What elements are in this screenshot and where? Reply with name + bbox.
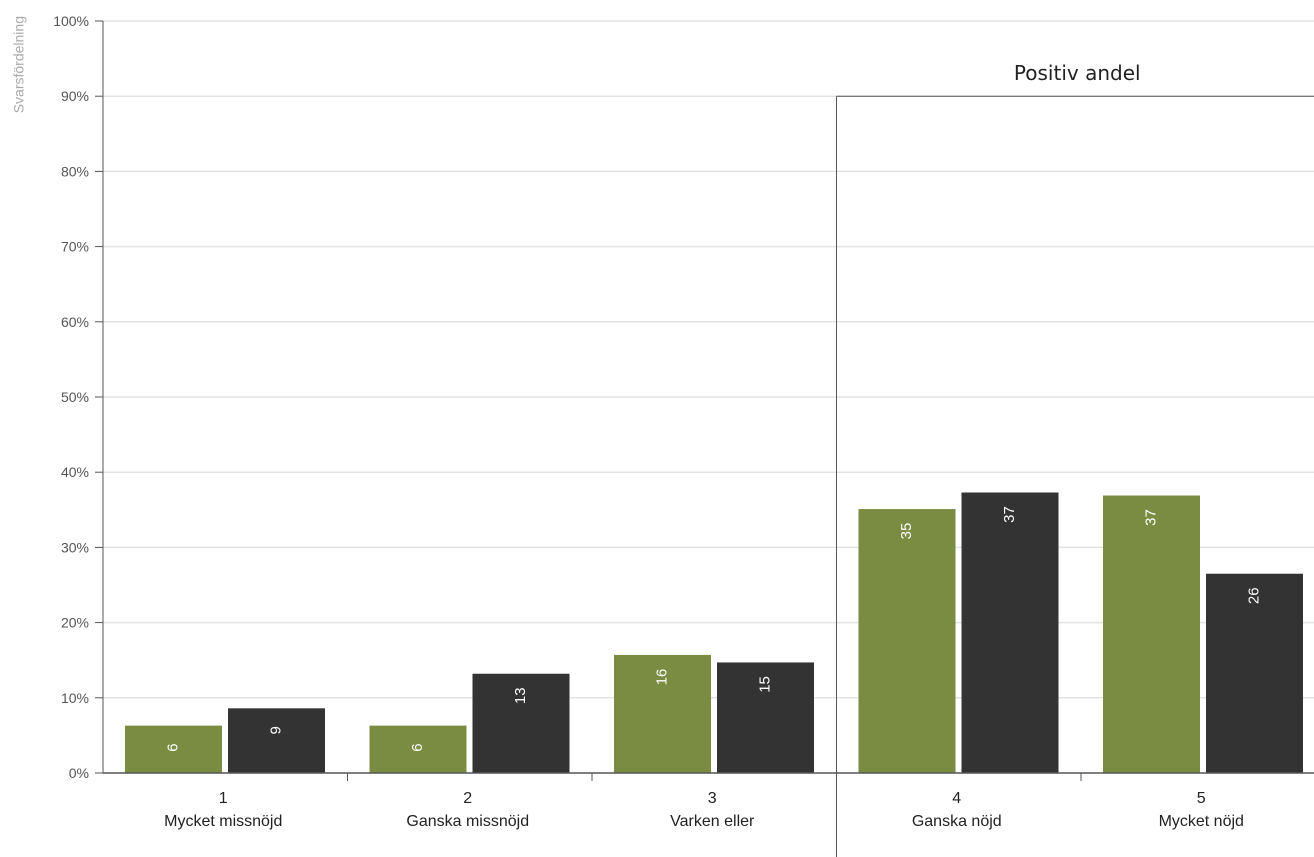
bar bbox=[228, 708, 325, 773]
positive-share-box: Positiv andel bbox=[836, 61, 1314, 857]
category-name: Varken eller bbox=[670, 813, 755, 830]
bar bbox=[125, 725, 222, 773]
y-axis-label: Svarsfördelning bbox=[11, 16, 27, 113]
bar-value-label: 9 bbox=[267, 726, 284, 734]
y-tick-label: 30% bbox=[61, 539, 89, 555]
category-number: 1 bbox=[219, 790, 228, 807]
bar-value-label: 6 bbox=[164, 743, 181, 751]
bar-value-label: 16 bbox=[653, 669, 670, 686]
category-name: Ganska missnöjd bbox=[406, 813, 529, 830]
y-tick-label: 60% bbox=[61, 314, 89, 330]
bar-value-label: 37 bbox=[1142, 509, 1159, 526]
category-number: 3 bbox=[708, 790, 717, 807]
positive-share-title: Positiv andel bbox=[1014, 61, 1141, 85]
y-tick-label: 10% bbox=[61, 690, 89, 706]
y-tick-label: 100% bbox=[53, 13, 89, 29]
bars: 6 9 6 13 16 15 35 37 37 26 bbox=[125, 492, 1303, 773]
bar bbox=[472, 673, 570, 773]
bar bbox=[369, 725, 467, 773]
category-number: 5 bbox=[1197, 790, 1206, 807]
y-tick-label: 20% bbox=[61, 615, 89, 631]
y-tick-label: 50% bbox=[61, 389, 89, 405]
y-tick-label: 80% bbox=[61, 163, 89, 179]
bar bbox=[1206, 573, 1303, 773]
gridlines bbox=[103, 20, 1314, 699]
category-name: Mycket missnöjd bbox=[164, 813, 282, 830]
bar-value-label: 15 bbox=[756, 676, 773, 693]
axes: 0% 10% 20% 30% 40% 50% 60% 70% 80% 90% 100% 1 Mycket… bbox=[53, 13, 1314, 830]
bar-value-label: 6 bbox=[409, 743, 426, 751]
bar bbox=[717, 662, 814, 773]
category-name: Ganska nöjd bbox=[912, 813, 1002, 830]
category-number: 4 bbox=[952, 790, 961, 807]
y-tick-label: 90% bbox=[61, 88, 89, 104]
bar bbox=[614, 654, 711, 773]
bar-value-label: 13 bbox=[512, 687, 529, 704]
category-number: 2 bbox=[463, 790, 472, 807]
bar bbox=[1103, 495, 1200, 773]
y-tick-label: 70% bbox=[61, 239, 89, 255]
category-name: Mycket nöjd bbox=[1159, 813, 1244, 830]
bar-value-label: 26 bbox=[1245, 587, 1262, 604]
bar-value-label: 37 bbox=[1001, 506, 1018, 523]
bar bbox=[961, 492, 1059, 773]
y-tick-label: 40% bbox=[61, 464, 89, 480]
bar bbox=[858, 509, 956, 773]
y-tick-label: 0% bbox=[69, 765, 89, 781]
bar-value-label: 35 bbox=[898, 523, 915, 540]
